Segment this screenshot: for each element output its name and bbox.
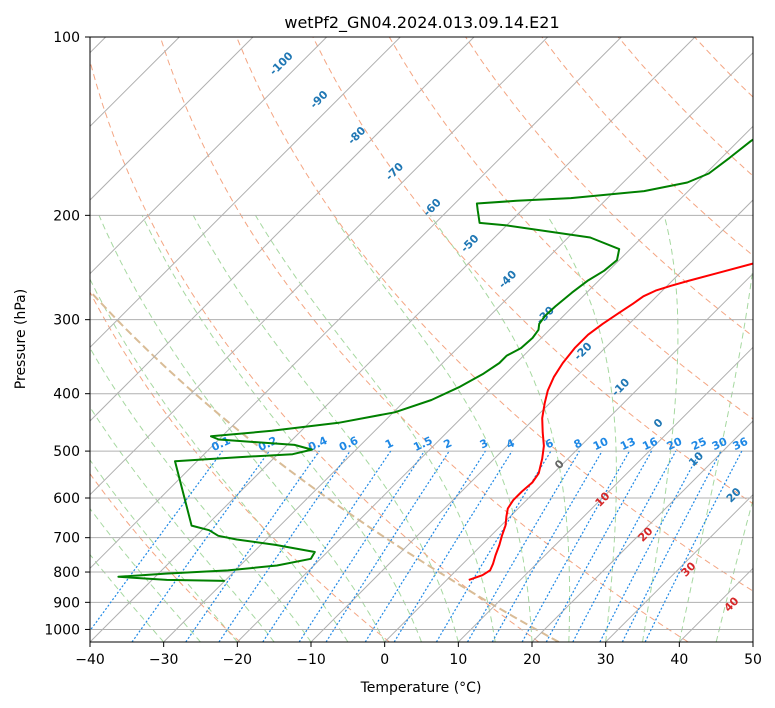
x-tick-label: 10 — [449, 652, 467, 668]
mixing-ratio-label: 10 — [591, 435, 611, 453]
isotherms — [90, 37, 753, 642]
moist-adiabat-line — [192, 215, 459, 642]
moist-adiabat-line — [90, 347, 312, 642]
isotherm-line — [90, 37, 549, 496]
mixing-ratio-line — [185, 450, 320, 642]
isotherm-line — [605, 493, 753, 642]
special-adiabat-curve — [90, 289, 560, 642]
isotherm-line — [90, 37, 696, 642]
isotherm-line — [90, 37, 328, 275]
x-tick-label: 20 — [523, 652, 541, 668]
x-tick-label: −20 — [223, 652, 253, 668]
mixing-ratio-line — [521, 450, 631, 642]
moist-adiabat-line — [332, 215, 533, 642]
isotherm-line — [90, 37, 622, 570]
isotherm-line — [457, 346, 753, 642]
y-tick-label: 600 — [53, 491, 80, 507]
x-tick-label: 0 — [380, 652, 389, 668]
isotherm-line — [531, 420, 753, 642]
x-axis-ticks: −40 −30 −20 −10 0 10 20 30 40 50 — [75, 642, 762, 668]
moist-adiabat-line — [546, 215, 617, 642]
dry-adiabat-line — [388, 37, 753, 420]
mixing-ratio-line — [262, 450, 392, 642]
isotherm-line — [384, 272, 753, 642]
mixing-ratio-line — [572, 450, 677, 642]
mixing-ratio-label: 16 — [640, 435, 660, 453]
isotherm-line — [90, 37, 475, 422]
mixing-ratio-line — [218, 450, 351, 642]
y-axis-label: Pressure (hPa) — [13, 289, 29, 389]
x-axis-label: Temperature (°C) — [360, 680, 482, 696]
temperature-profile-line — [468, 262, 753, 581]
moist-adiabat-line — [90, 459, 238, 642]
mixing-ratio-line — [491, 450, 603, 642]
plot-area: 0.1 0.2 0.4 0.6 1 1.5 2 3 4 6 8 10 13 16 20 25 30 36-100-… — [90, 37, 753, 642]
mixing-ratio-label: 30 — [710, 435, 730, 453]
moist-adiabat-line — [642, 215, 679, 642]
isotherm-line — [236, 125, 753, 642]
mixing-ratio-line — [545, 450, 653, 642]
mixing-ratio-line — [298, 450, 425, 642]
y-tick-label: 500 — [53, 444, 80, 460]
moist-adiabat-line — [678, 263, 753, 642]
y-axis-ticks: 100 200 300 400 500 600 700 800 900 1000 — [44, 30, 90, 638]
y-tick-label: 400 — [53, 387, 80, 403]
mixing-ratio-line — [131, 450, 270, 642]
x-tick-label: 50 — [744, 652, 762, 668]
isotherm-line — [310, 199, 753, 642]
mixing-ratio-line — [325, 450, 450, 642]
dry-adiabat-line — [312, 37, 753, 505]
y-tick-label: 700 — [53, 531, 80, 547]
plot-frame — [89, 36, 754, 643]
special-adiabat-line — [90, 289, 560, 642]
mixing-ratio-line — [621, 450, 722, 642]
moist-adiabat-line — [90, 406, 275, 642]
chart-title: wetPf2_GN04.2024.013.09.14.E21 — [284, 13, 559, 33]
moist-adiabats — [90, 215, 753, 642]
mixing-ratio-label: 25 — [689, 435, 708, 453]
mixing-ratio-line — [393, 450, 513, 642]
dry-adiabat-line — [159, 37, 689, 642]
isotherm-line — [163, 51, 753, 642]
isotherm-line — [90, 37, 401, 349]
isobar-gridlines — [90, 37, 753, 630]
mixing-ratio-label: 36 — [731, 435, 751, 453]
mixing-ratio-label: 13 — [618, 435, 637, 453]
moist-adiabat-line — [98, 215, 386, 642]
y-tick-label: 1000 — [44, 622, 80, 638]
dry-adiabat-line — [236, 37, 753, 592]
dry-adiabat-line — [90, 59, 540, 642]
mixing-ratio-line — [644, 450, 743, 642]
y-tick-label: 800 — [53, 565, 80, 581]
moist-adiabat-line — [141, 215, 422, 642]
dry-adiabat-line — [90, 472, 241, 642]
sounding-series — [117, 138, 753, 582]
x-tick-label: −30 — [149, 652, 179, 668]
dewpoint-profile-line — [117, 138, 753, 582]
x-tick-label: 30 — [597, 652, 615, 668]
dry-adiabat-line — [90, 291, 390, 642]
mixing-ratio-label: 20 — [665, 435, 685, 453]
mixing-ratio-lines — [90, 450, 743, 642]
y-tick-label: 100 — [53, 30, 80, 46]
x-tick-label: −40 — [75, 652, 105, 668]
mixing-ratio-line — [90, 450, 223, 632]
x-tick-label: 40 — [670, 652, 688, 668]
moist-adiabat-line — [429, 215, 571, 642]
isotherm-line — [90, 37, 254, 201]
y-tick-label: 200 — [53, 208, 80, 224]
x-tick-label: −10 — [296, 652, 326, 668]
y-tick-label: 900 — [53, 595, 80, 611]
y-tick-label: 300 — [53, 313, 80, 329]
